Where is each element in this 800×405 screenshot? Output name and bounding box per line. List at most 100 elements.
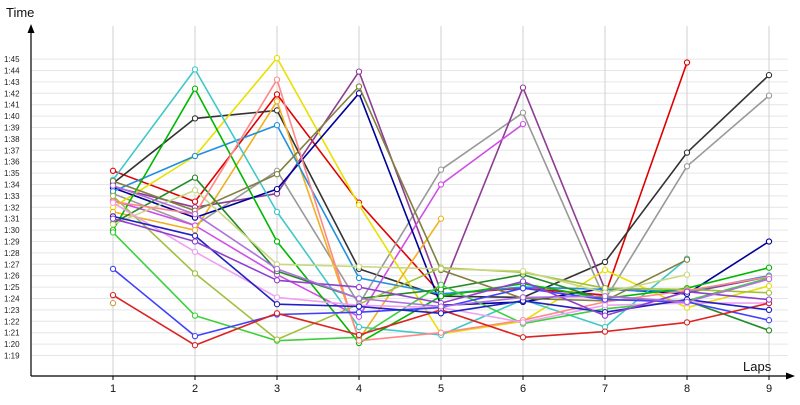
series-line	[112, 123, 524, 318]
data-point	[601, 258, 609, 266]
data-point	[191, 115, 199, 122]
data-point	[519, 120, 527, 128]
axes: Time Laps	[6, 5, 795, 380]
data-point	[437, 265, 445, 273]
x-tick-label: 3	[274, 383, 280, 395]
data-point	[765, 317, 773, 324]
data-point	[601, 266, 609, 274]
data-point	[519, 278, 527, 285]
data-point	[191, 152, 199, 160]
y-tick-label: 1:39	[4, 124, 20, 133]
y-tick-label: 1:19	[4, 352, 20, 361]
data-point	[273, 238, 281, 245]
data-point	[109, 215, 117, 222]
x-tick-label: 5	[438, 383, 444, 395]
data-point	[765, 282, 773, 290]
data-point	[273, 301, 281, 308]
y-tick-label: 1:38	[4, 135, 20, 144]
data-point	[355, 68, 363, 75]
y-axis-arrow-icon	[27, 24, 35, 33]
data-point	[109, 265, 117, 273]
y-tick-label: 1:34	[4, 181, 20, 190]
tick-labels: 1:19 1:20 1:21 1:22 1:23 1:24 1:25 1:26 1:27 1:28…	[4, 55, 772, 395]
x-tick-label: 6	[520, 383, 526, 395]
y-tick-label: 1:37	[4, 146, 20, 155]
data-point	[109, 167, 117, 174]
data-point	[765, 289, 773, 296]
y-tick-label: 1:32	[4, 203, 20, 212]
data-point	[519, 109, 527, 116]
data-point	[765, 238, 773, 245]
y-tick-label: 1:21	[4, 329, 20, 338]
data-point	[273, 310, 281, 317]
x-tick-label: 8	[684, 383, 690, 395]
data-point	[601, 328, 609, 335]
data-point	[683, 288, 691, 295]
data-point	[355, 263, 363, 270]
data-point	[273, 294, 281, 301]
series-lines	[109, 54, 773, 349]
data-point	[437, 181, 445, 188]
series-20	[109, 291, 773, 349]
y-tick-label: 1:36	[4, 158, 20, 167]
y-tick-label: 1:42	[4, 89, 20, 98]
y-tick-label: 1:20	[4, 340, 20, 349]
data-point	[191, 342, 199, 349]
series-line	[112, 189, 688, 294]
data-point	[683, 163, 691, 170]
y-tick-label: 1:23	[4, 306, 20, 315]
data-point	[273, 171, 281, 178]
data-point	[437, 303, 445, 310]
data-point	[765, 306, 773, 314]
data-point	[355, 303, 363, 310]
data-point	[437, 281, 445, 288]
series-16	[109, 187, 691, 296]
data-point	[191, 270, 199, 277]
data-point	[519, 84, 527, 91]
series-23	[109, 182, 773, 310]
y-tick-label: 1:45	[4, 55, 20, 64]
data-point	[109, 299, 117, 307]
x-axis-title: Laps	[743, 359, 772, 374]
x-tick-label: 4	[356, 383, 362, 395]
data-point	[191, 187, 199, 194]
data-point	[191, 226, 199, 234]
data-point	[437, 329, 445, 336]
data-point	[273, 91, 281, 98]
data-point	[683, 319, 691, 326]
data-point	[355, 323, 363, 331]
data-point	[109, 199, 117, 206]
data-point	[683, 298, 691, 306]
data-point	[273, 277, 281, 284]
data-point	[191, 210, 199, 218]
data-point	[273, 98, 281, 105]
data-point	[601, 293, 609, 300]
data-point	[601, 312, 609, 319]
data-point	[191, 232, 199, 239]
data-point	[191, 238, 199, 245]
data-point	[437, 293, 445, 300]
y-tick-label: 1:33	[4, 192, 20, 201]
data-point	[519, 294, 527, 301]
data-point	[191, 248, 199, 255]
data-point	[273, 122, 281, 129]
data-point	[273, 336, 281, 343]
y-tick-label: 1:40	[4, 112, 20, 121]
data-point	[355, 283, 363, 291]
x-tick-label: 9	[766, 383, 772, 395]
data-point	[191, 198, 199, 205]
data-point	[109, 182, 117, 189]
data-point	[765, 264, 773, 271]
data-point	[355, 331, 363, 339]
y-tick-label: 1:29	[4, 238, 20, 247]
data-point	[355, 309, 363, 316]
series-24	[109, 299, 117, 307]
series-line	[112, 68, 688, 336]
data-point	[109, 229, 117, 236]
data-point	[519, 334, 527, 341]
series-line	[112, 85, 688, 302]
data-point	[191, 312, 199, 319]
data-point	[191, 85, 199, 92]
data-point	[437, 166, 445, 173]
data-point	[437, 310, 445, 317]
